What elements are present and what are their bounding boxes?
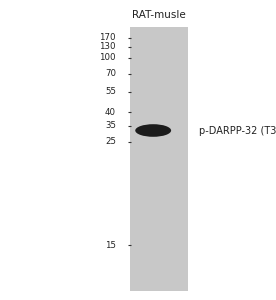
Text: 25: 25 [105,137,116,146]
Text: 170: 170 [99,33,116,42]
Text: 40: 40 [105,108,116,117]
Text: 15: 15 [105,241,116,250]
Text: RAT-musle: RAT-musle [132,10,185,20]
Ellipse shape [135,124,171,137]
Text: 70: 70 [105,69,116,78]
Bar [130,27,188,291]
Text: 100: 100 [99,53,116,62]
Text: 35: 35 [105,122,116,130]
Text: 130: 130 [99,42,116,51]
Text: p-DARPP-32 (T34): p-DARPP-32 (T34) [199,125,276,136]
Text: 55: 55 [105,87,116,96]
